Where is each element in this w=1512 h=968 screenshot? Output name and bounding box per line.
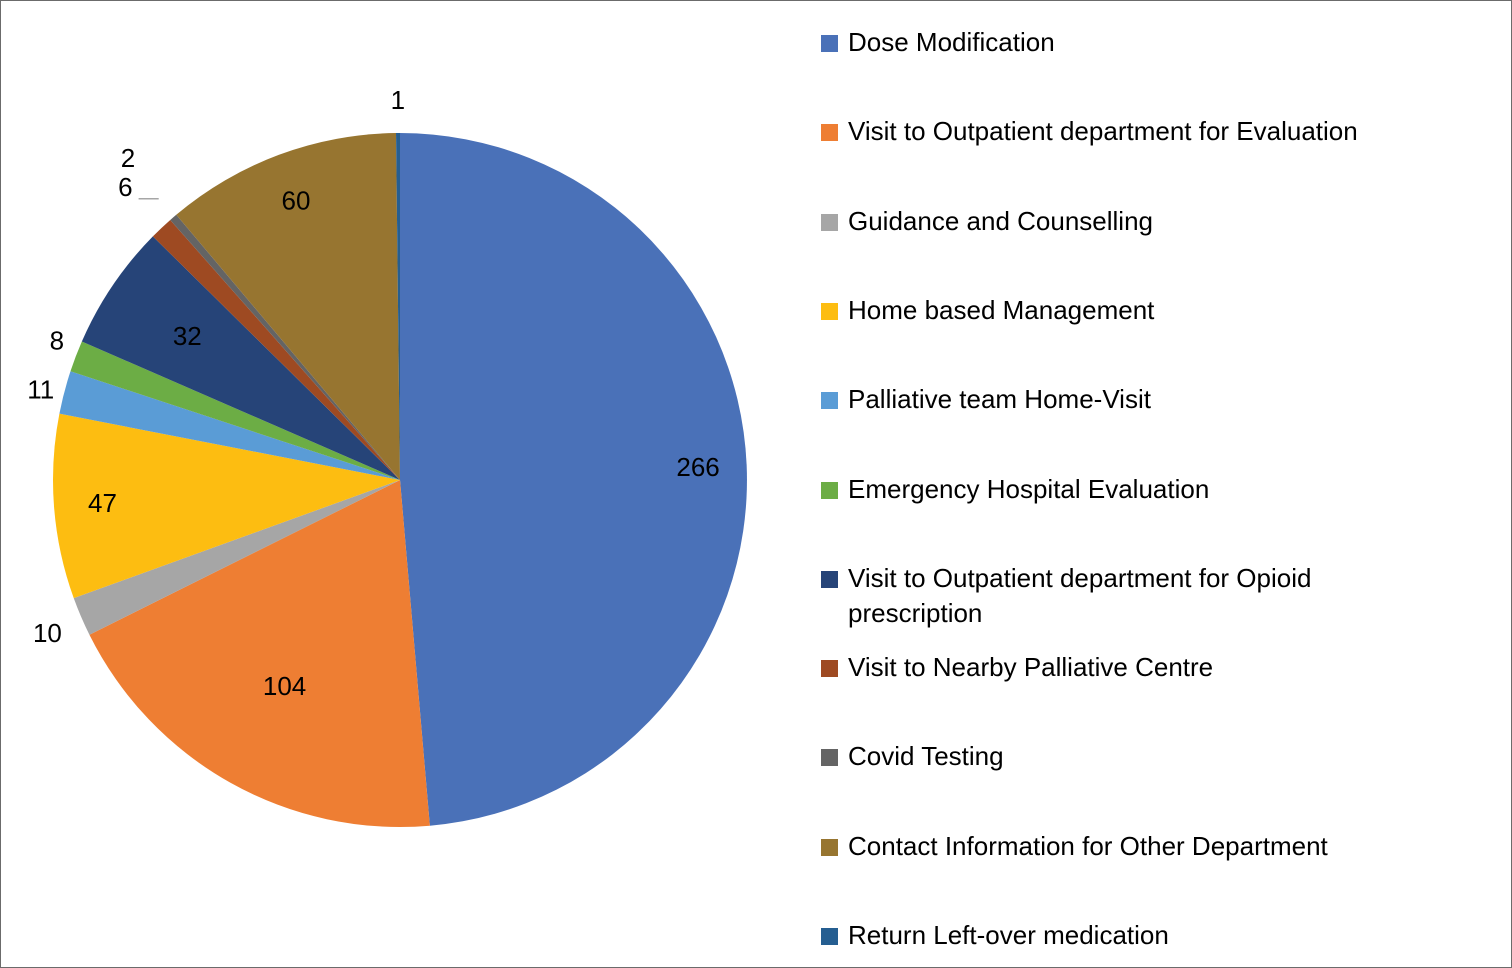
data-label-covid-testing: 2 [121,143,135,173]
legend-label: Contact Information for Other Department [848,830,1328,861]
legend-item-guidance-and-counselling: Guidance and Counselling [821,204,1408,239]
data-labels: 266 104 10 47 11 8 32 62 60 1 [27,85,720,701]
data-label-palliative-team-home-visit: 11 [27,375,54,405]
legend-item-visit-to-outpatient-department-for-opioid-prescription: Visit to Outpatient department for Opioi… [821,561,1408,631]
legend-item-covid-testing: Covid Testing [821,739,1408,774]
legend-label: Home based Management [848,294,1155,325]
legend-swatch [821,749,838,767]
slice-dose-modification [400,133,747,826]
legend-label: Palliative team Home-Visit [848,384,1151,415]
legend-item-visit-to-outpatient-department-for-evaluation: Visit to Outpatient department for Evalu… [821,114,1408,149]
data-label-guidance-and-counselling: 10 [33,618,62,648]
data-label-emergency-hospital-evaluation: 8 [50,326,64,356]
legend-item-dose-modification: Dose Modification [821,25,1408,60]
legend-label: Covid Testing [848,741,1004,772]
slice-emergency-hospital-evaluation [70,341,400,480]
legend-swatch [821,124,838,142]
data-label-visit-to-outpatient-department-for-opioid-prescription: 32 [173,321,202,351]
data-label-dose-modification: 266 [676,452,719,482]
legend-item-home-based-management: Home based Management [821,293,1408,328]
legend-swatch [821,660,838,678]
legend-label: Guidance and Counselling [848,205,1153,236]
legend-label: Visit to Outpatient department for Evalu… [848,116,1358,147]
slice-visit-to-nearby-palliative-centre [152,219,400,480]
slice-contact-information-for-other-department [176,133,400,480]
legend-item-visit-to-nearby-palliative-centre: Visit to Nearby Palliative Centre [821,650,1408,685]
legend-swatch [821,213,838,231]
pie-slices [52,132,747,827]
slice-visit-to-outpatient-department-for-opioid-prescription [81,236,400,480]
slice-guidance-and-counselling [73,480,401,635]
data-label-contact-information-for-other-department: 60 [282,185,311,215]
slice-return-left-over-medication [396,132,400,480]
legend-label: Emergency Hospital Evaluation [848,473,1210,504]
legend-swatch [821,570,838,588]
slice-palliative-team-home-visit [59,371,401,480]
legend-item-emergency-hospital-evaluation: Emergency Hospital Evaluation [821,472,1408,507]
legend-swatch [821,481,838,499]
legend-swatch [821,392,838,410]
legend-swatch [821,928,838,945]
legend-label: Return Left-over medication [848,920,1169,950]
legend-swatch [821,838,838,856]
legend-label: Dose Modification [848,27,1055,57]
legend-item-return-left-over-medication: Return Left-over medication [821,918,1408,953]
data-label-return-left-over-medication: 1 [391,85,405,115]
data-label-home-based-management: 47 [88,488,117,518]
slice-home-based-management [52,413,401,599]
legend-swatch [821,35,838,52]
slice-visit-to-outpatient-department-for-evaluation [89,480,430,827]
data-label-visit-to-outpatient-department-for-evaluation: 104 [263,671,306,701]
legend-label: Visit to Outpatient department for Opioi… [848,562,1312,628]
legend-item-contact-information-for-other-department: Contact Information for Other Department [821,829,1408,864]
data-label-visit-to-nearby-palliative-centre: 6 [118,172,132,202]
legend-item-palliative-team-home-visit: Palliative team Home-Visit [821,382,1408,417]
legend-label: Visit to Nearby Palliative Centre [848,652,1214,683]
legend-swatch [821,302,838,320]
slice-covid-testing [170,214,400,480]
